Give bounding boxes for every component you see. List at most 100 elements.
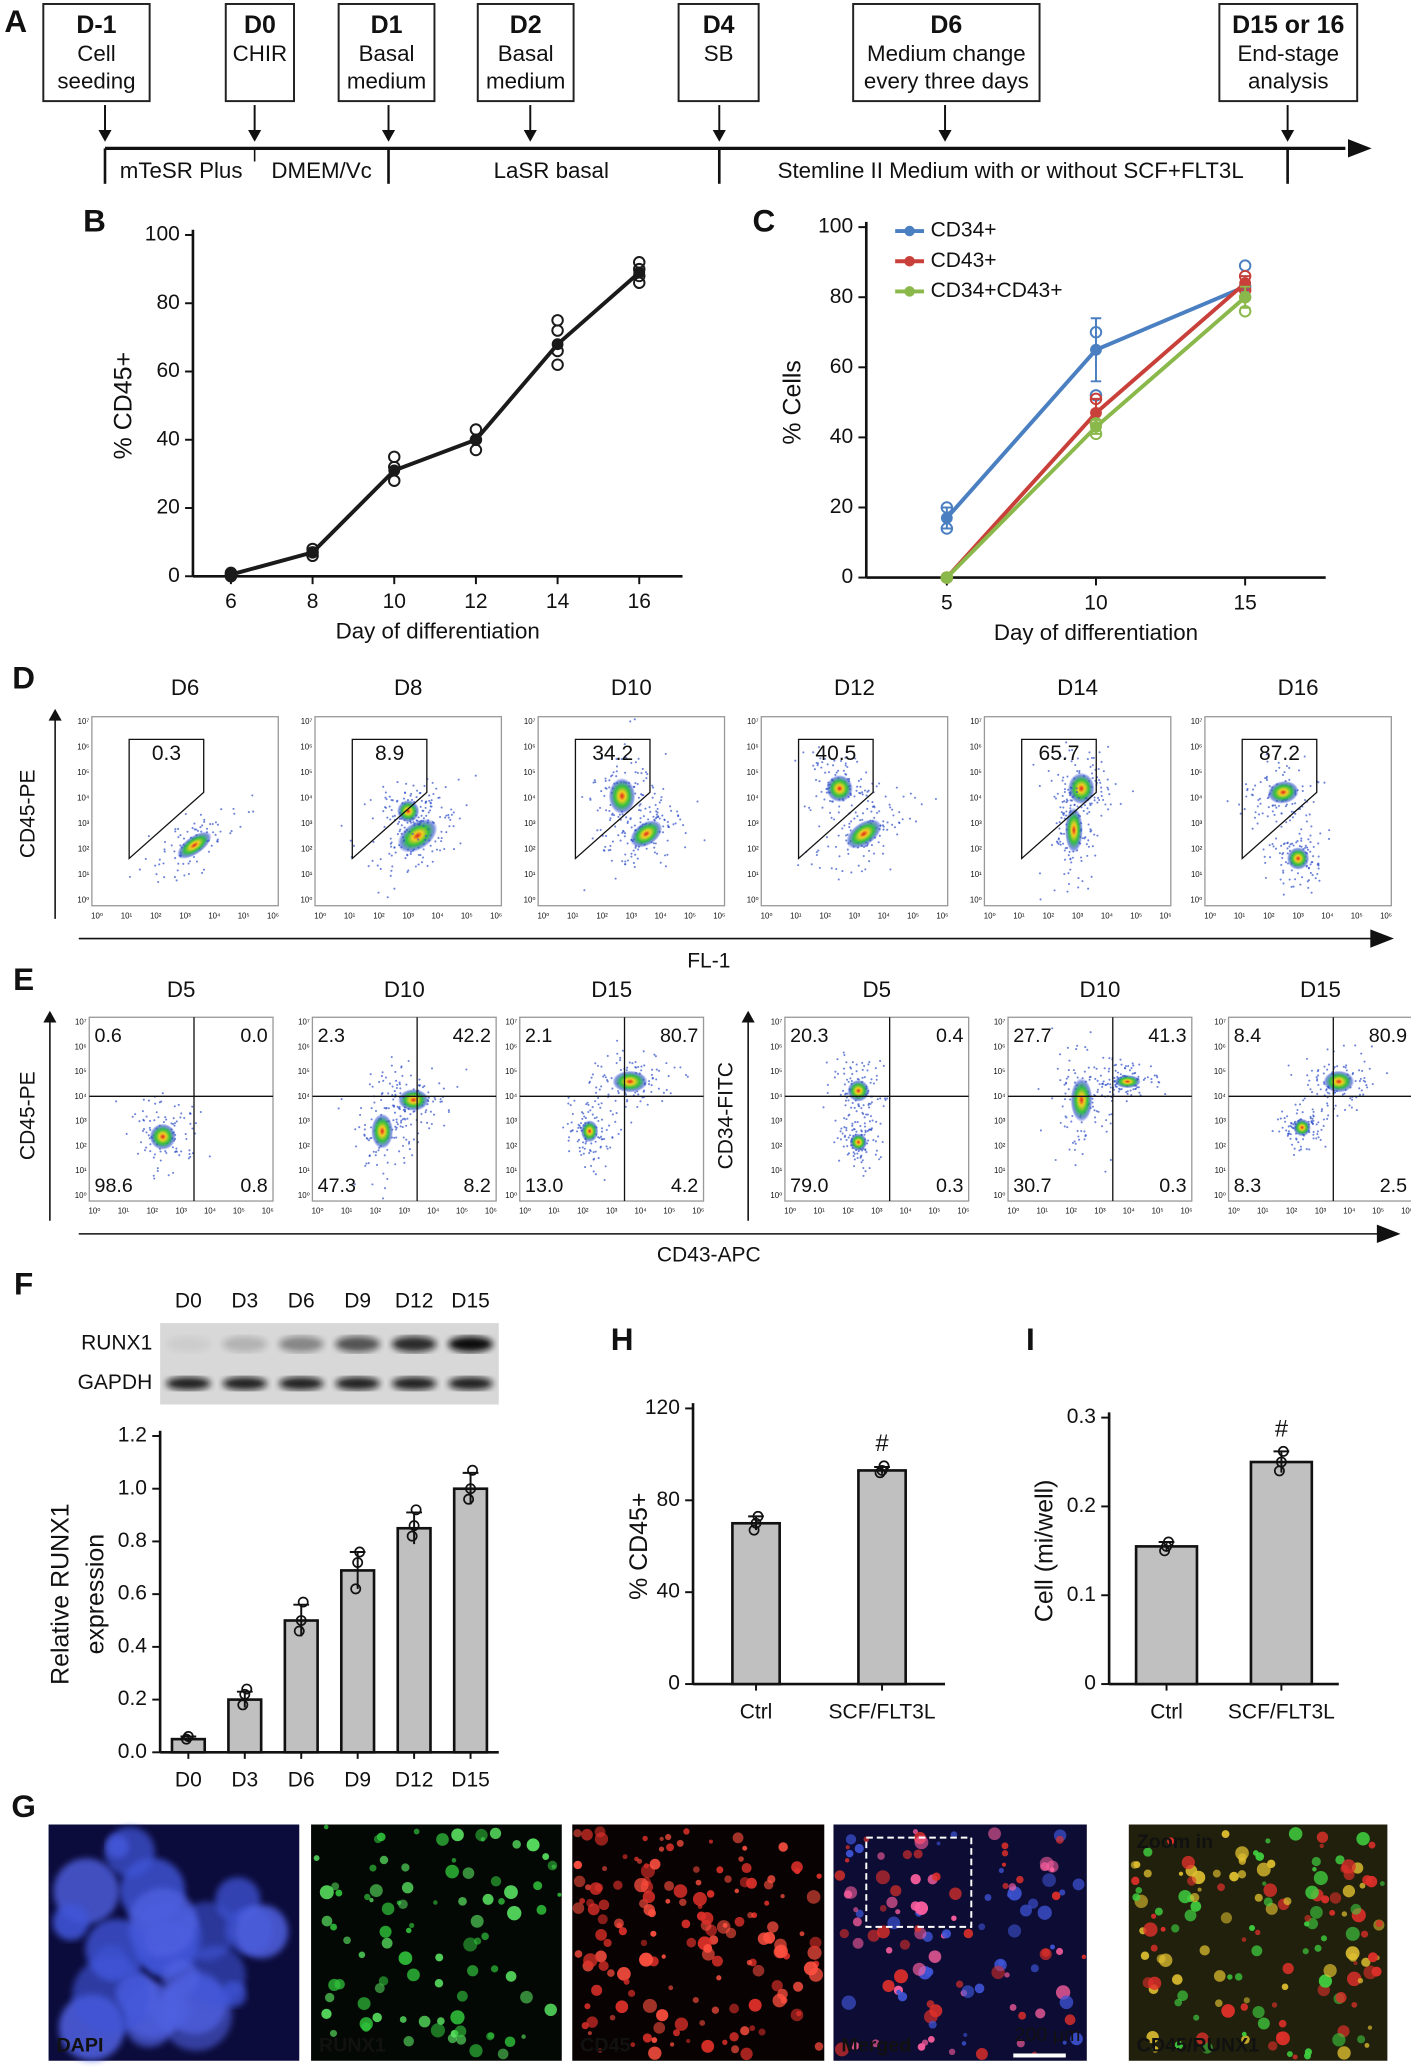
event-dot xyxy=(816,762,820,765)
event-dot xyxy=(652,842,655,845)
event-dot xyxy=(626,842,629,845)
event-dot xyxy=(1271,842,1274,846)
flow-tick-label: 10² xyxy=(577,1207,589,1216)
event-dot xyxy=(188,1149,191,1152)
step-arrowhead xyxy=(98,129,112,142)
event-dot xyxy=(1097,796,1100,800)
micrograph-signal xyxy=(1263,1897,1273,1907)
quadrant-value: 0.4 xyxy=(936,1025,963,1047)
event-dot xyxy=(846,1153,849,1156)
event-dot xyxy=(384,1076,387,1079)
micrograph-signal xyxy=(699,2020,706,2026)
micrograph-signal xyxy=(936,1841,941,1846)
micrograph-signal xyxy=(413,1828,420,1835)
event-dot xyxy=(908,817,911,820)
event-dot xyxy=(363,1123,367,1127)
y-tick-label: 0.3 xyxy=(1067,1405,1096,1428)
flow-tick-label: 10³ xyxy=(301,819,313,828)
micrograph-signal xyxy=(1356,1832,1370,1846)
event-dot xyxy=(1080,1129,1083,1133)
event-dot xyxy=(838,805,841,808)
event-dot xyxy=(825,1061,828,1064)
event-dot xyxy=(1126,1090,1129,1093)
event-dot xyxy=(1077,877,1080,880)
event-dot xyxy=(1317,842,1320,845)
event-dot xyxy=(855,1110,858,1113)
micrograph-signal xyxy=(679,1898,687,1907)
bar xyxy=(452,1487,489,1754)
event-dot xyxy=(1130,1066,1133,1070)
micrograph-signal xyxy=(844,1858,850,1863)
event-dot xyxy=(859,1124,862,1128)
event-dot xyxy=(584,1117,587,1120)
event-dot xyxy=(1348,1104,1351,1107)
event-dot xyxy=(1276,1118,1280,1121)
event-dot xyxy=(390,869,393,872)
event-dot xyxy=(577,1126,580,1129)
x-tick-label: D0 xyxy=(175,1769,202,1792)
micrograph-signal xyxy=(628,1989,636,1997)
micrograph-signal xyxy=(926,2000,935,2008)
micrograph-signal xyxy=(674,2017,689,2031)
event-dot xyxy=(170,1122,173,1125)
event-dot xyxy=(1075,1048,1078,1051)
micrograph-signal xyxy=(1252,2006,1265,2019)
event-dot xyxy=(1280,863,1283,867)
event-dot xyxy=(1285,821,1288,824)
replicate-point xyxy=(633,256,646,269)
micrograph-signal xyxy=(128,1888,197,1957)
event-dot xyxy=(439,849,442,852)
event-dot xyxy=(1071,1114,1074,1118)
x-tick-label: Ctrl xyxy=(1150,1700,1183,1723)
micrograph-signal xyxy=(1160,1926,1166,1932)
data-line xyxy=(230,271,641,577)
event-dot xyxy=(604,777,607,780)
event-dot xyxy=(417,853,420,857)
micrograph-signal xyxy=(1268,2041,1278,2051)
event-dot xyxy=(1282,893,1285,896)
flow-tick-label: 10⁶ xyxy=(298,1042,310,1051)
event-dot xyxy=(615,765,619,768)
event-dot xyxy=(834,1119,837,1122)
event-dot xyxy=(860,1154,863,1157)
event-dot xyxy=(1067,872,1070,875)
event-dot xyxy=(163,840,167,844)
replicate-point xyxy=(410,1504,422,1516)
micrograph-signal xyxy=(642,1835,648,1842)
step-day: D4 xyxy=(703,11,735,39)
event-dot xyxy=(815,851,818,854)
micrograph-signal xyxy=(748,1998,762,2012)
flow-tick-label: 10⁶ xyxy=(490,911,502,920)
event-dot xyxy=(1081,880,1084,883)
micrograph-signal xyxy=(435,1953,444,1962)
micrograph-signal xyxy=(481,1932,489,1941)
event-dot xyxy=(1069,868,1072,871)
event-dot xyxy=(1360,1052,1363,1055)
micrograph-signal xyxy=(757,1932,771,1945)
y-axis-label: CD45-PE xyxy=(16,769,39,858)
event-dot xyxy=(378,1080,381,1084)
event-dot xyxy=(886,828,889,831)
event-dot xyxy=(606,1147,609,1150)
y-tick-label: 40 xyxy=(657,1580,680,1603)
event-dot xyxy=(447,1110,450,1114)
micrograph-signal xyxy=(1154,1907,1163,1916)
event-dot xyxy=(138,868,141,871)
event-dot xyxy=(1085,797,1088,800)
event-dot xyxy=(1299,883,1302,886)
event-dot xyxy=(1238,803,1241,806)
event-dot xyxy=(605,1145,608,1148)
micrograph-signal xyxy=(381,1902,395,1916)
event-dot xyxy=(794,759,797,762)
plot-title: D12 xyxy=(834,675,875,700)
event-dot xyxy=(619,839,622,842)
event-dot xyxy=(684,846,687,849)
panel-label: F xyxy=(14,1266,33,1302)
event-dot xyxy=(1312,1130,1315,1133)
flow-tick-label: 10² xyxy=(150,911,162,920)
event-dot xyxy=(415,796,418,799)
event-dot xyxy=(616,1039,619,1042)
micrograph-signal xyxy=(379,1855,389,1865)
flow-tick-label: 10⁷ xyxy=(506,1018,518,1027)
event-dot xyxy=(399,1121,403,1124)
